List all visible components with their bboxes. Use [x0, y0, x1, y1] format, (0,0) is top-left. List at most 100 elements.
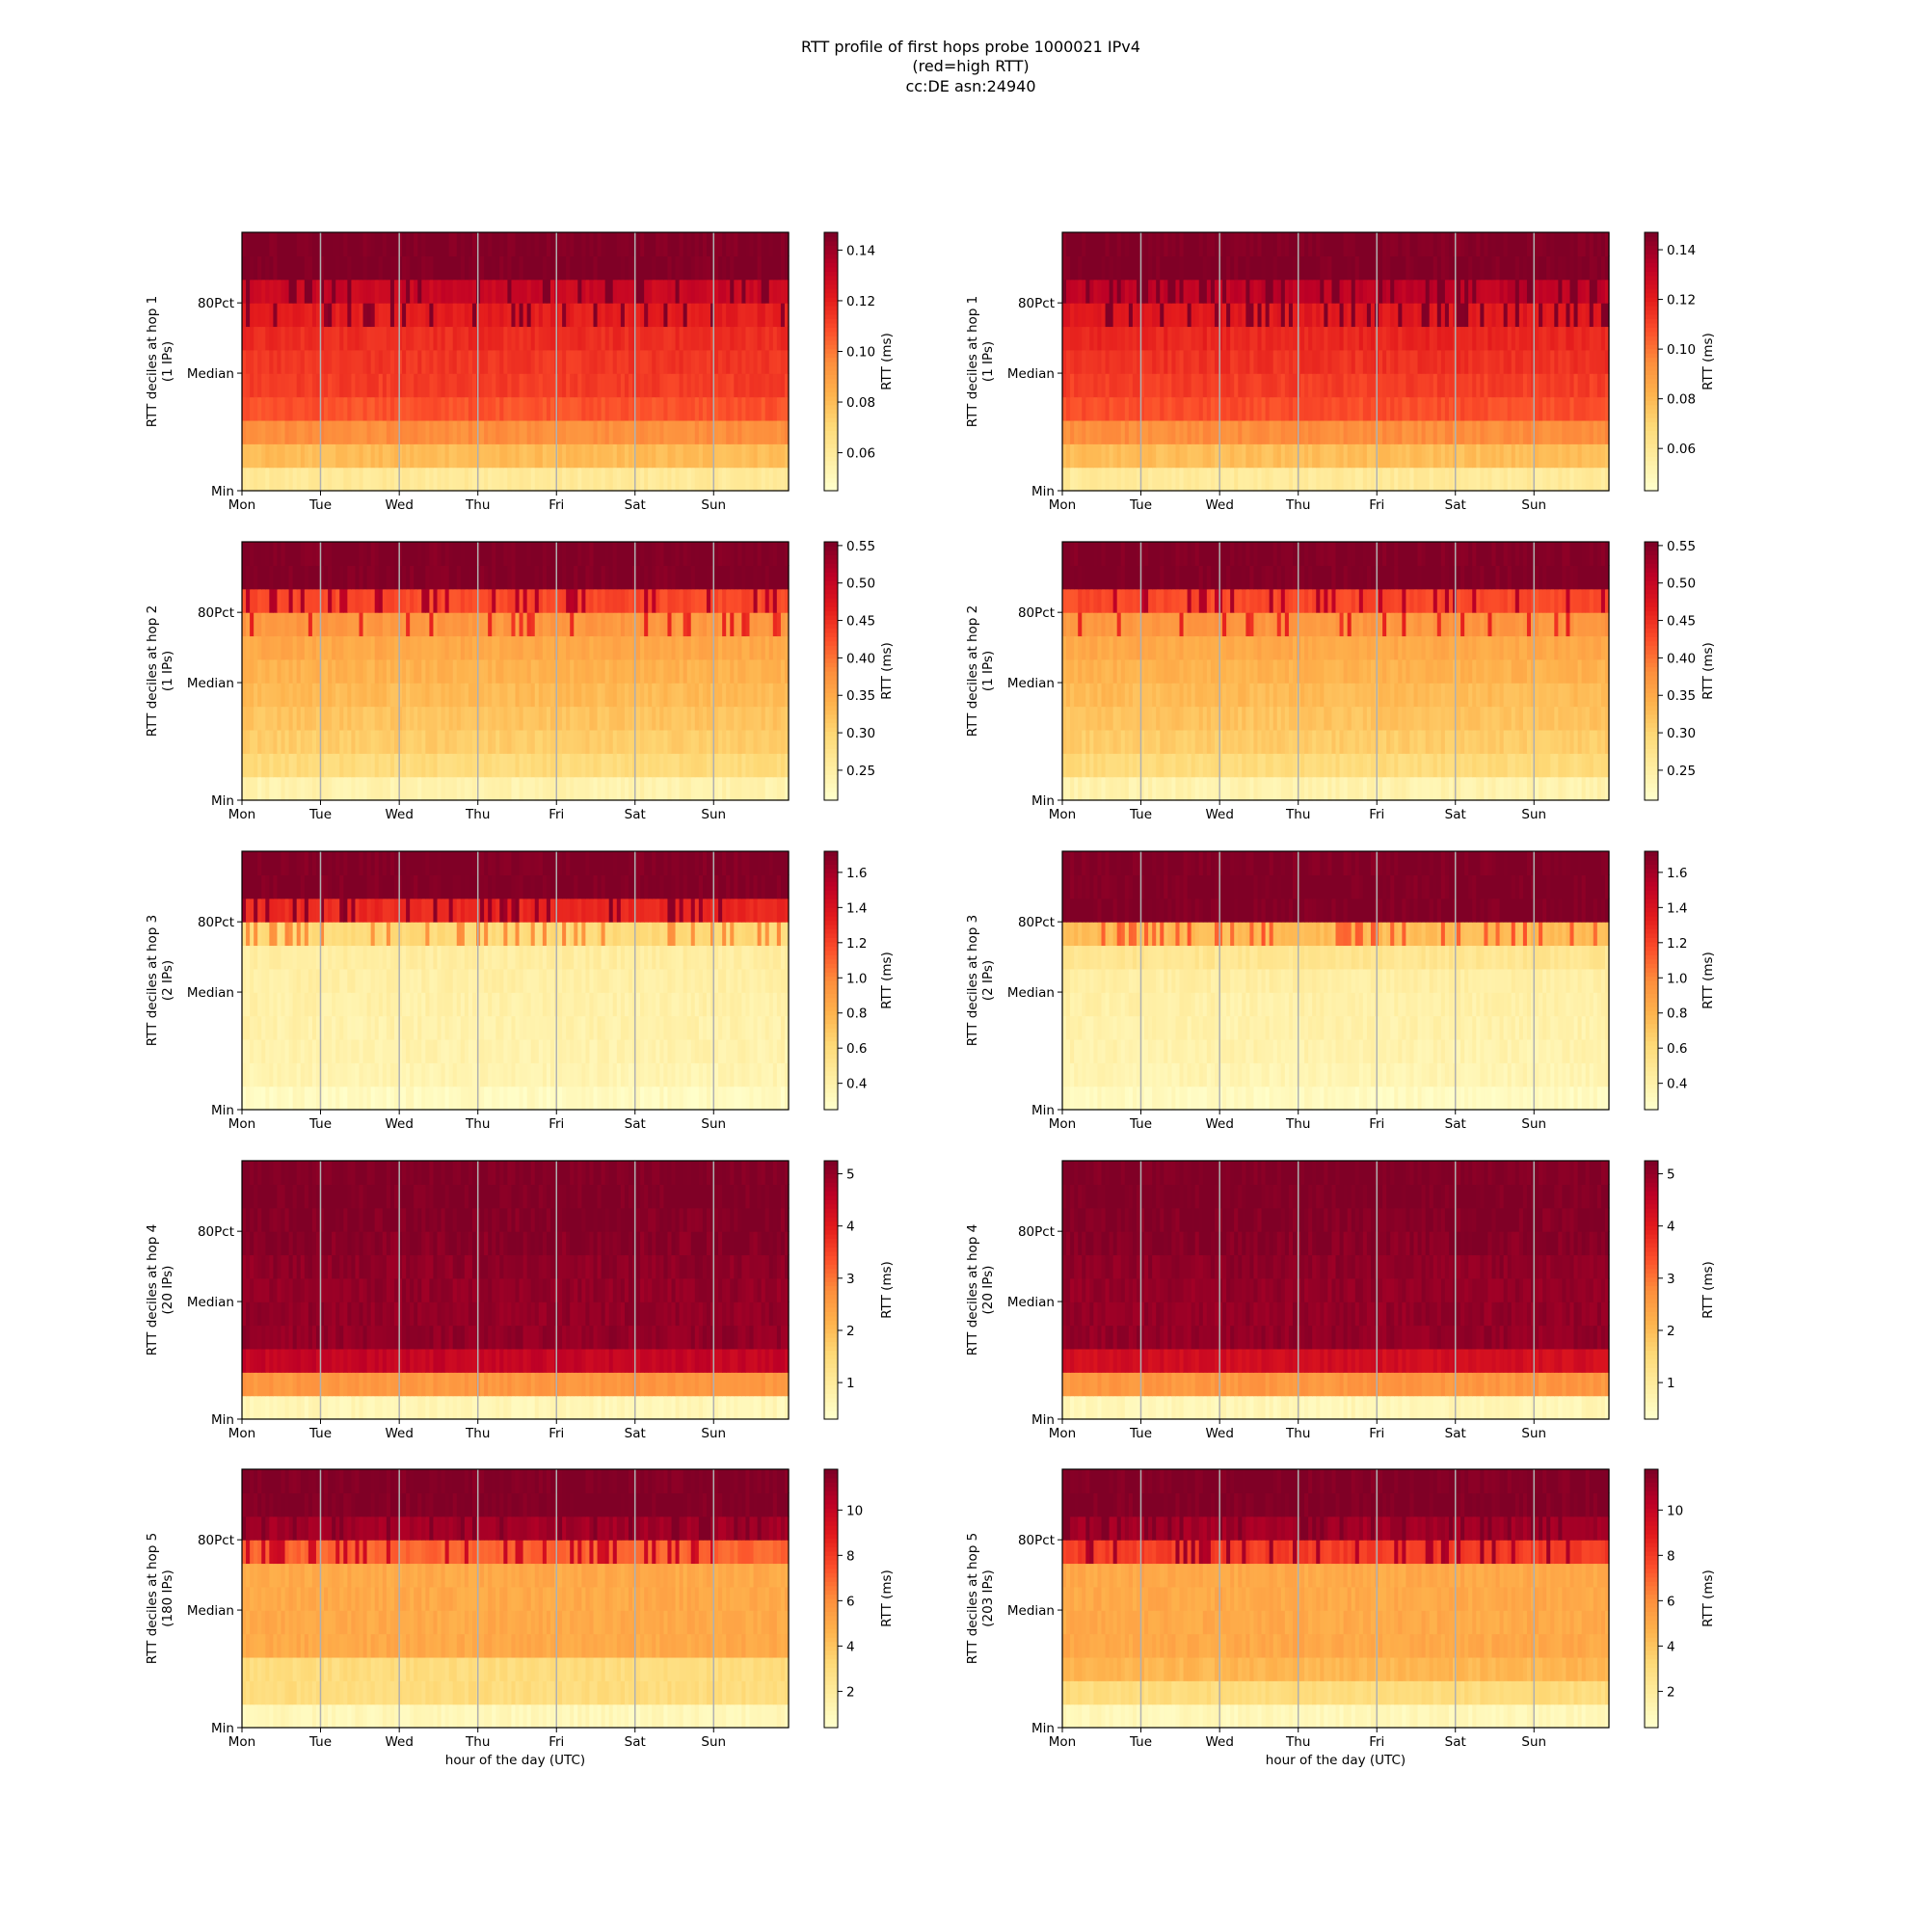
heatmap-cell	[1449, 373, 1454, 397]
heatmap-cell	[1195, 420, 1200, 444]
heatmap-cell	[293, 232, 298, 256]
heatmap-cell	[737, 303, 742, 327]
heatmap-cell	[1492, 232, 1497, 256]
heatmap-cell	[1430, 326, 1434, 350]
heatmap-cell	[629, 420, 633, 444]
heatmap-cell	[758, 350, 763, 374]
heatmap-cell	[1266, 468, 1271, 492]
heatmap-cell	[1414, 420, 1419, 444]
heatmap-cell	[1113, 443, 1118, 468]
heatmap-cell	[480, 420, 485, 444]
heatmap-cell	[367, 232, 372, 256]
heatmap-cell	[1171, 303, 1176, 327]
heatmap-cell	[1066, 280, 1071, 304]
heatmap-cell	[594, 468, 599, 492]
heatmap-cell	[297, 303, 302, 327]
heatmap-cell	[691, 280, 696, 304]
heatmap-cell	[1226, 255, 1231, 280]
heatmap-cell	[1324, 350, 1328, 374]
heatmap-cell	[527, 326, 532, 350]
heatmap-cell	[301, 326, 306, 350]
heatmap-cell	[1152, 468, 1157, 492]
heatmap-cell	[429, 326, 434, 350]
heatmap-cell	[659, 255, 664, 280]
heatmap-cell	[1164, 443, 1168, 468]
colorbar-step	[824, 309, 838, 314]
heatmap-cell	[1480, 326, 1485, 350]
heatmap-cell	[273, 303, 278, 327]
heatmap-cell	[277, 326, 281, 350]
heatmap-cell	[1300, 468, 1305, 492]
heatmap-cell	[617, 232, 622, 256]
heatmap-cell	[1402, 232, 1406, 256]
colorbar-step	[824, 254, 838, 258]
heatmap-cell	[1277, 420, 1282, 444]
heatmap-cell	[1539, 303, 1543, 327]
heatmap-cell	[343, 443, 348, 468]
heatmap-cell	[1476, 468, 1481, 492]
heatmap-cell	[1316, 303, 1321, 327]
heatmap-panel-2: MonTueWedThuFriSatSunMinMedian80PctRTT d…	[965, 232, 1716, 513]
heatmap-cell	[714, 326, 719, 350]
heatmap-cell	[499, 255, 504, 280]
heatmap-cell	[1586, 397, 1591, 421]
heatmap-cell	[1066, 303, 1071, 327]
heatmap-cell	[438, 350, 442, 374]
heatmap-cell	[1211, 373, 1216, 397]
heatmap-cell	[511, 326, 516, 350]
heatmap-cell	[1578, 303, 1583, 327]
heatmap-cell	[293, 350, 298, 374]
heatmap-cell	[667, 373, 672, 397]
heatmap-cell	[1167, 303, 1172, 327]
colorbar-label: RTT (ms)	[879, 333, 895, 390]
heatmap-cell	[520, 232, 524, 256]
heatmap-cell	[1586, 255, 1591, 280]
heatmap-cell	[1113, 468, 1118, 492]
heatmap-cell	[516, 303, 521, 327]
heatmap-cell	[1156, 232, 1161, 256]
heatmap-cell	[503, 303, 508, 327]
heatmap-cell	[484, 350, 489, 374]
heatmap-cell	[453, 350, 458, 374]
heatmap-cell	[277, 350, 281, 374]
heatmap-cell	[1430, 255, 1434, 280]
heatmap-cell	[1273, 232, 1278, 256]
heatmap-cell	[1336, 397, 1341, 421]
heatmap-cell	[1320, 420, 1325, 444]
heatmap-cell	[472, 232, 477, 256]
heatmap-cell	[429, 280, 434, 304]
heatmap-cell	[465, 232, 469, 256]
heatmap-cell	[445, 232, 450, 256]
heatmap-cell	[1312, 443, 1317, 468]
heatmap-cell	[1066, 468, 1071, 492]
heatmap-cell	[1121, 420, 1126, 444]
heatmap-cell	[1570, 303, 1575, 327]
heatmap-cell	[1523, 280, 1528, 304]
heatmap-cell	[1445, 468, 1450, 492]
heatmap-cell	[1363, 280, 1368, 304]
heatmap-cell	[617, 373, 622, 397]
heatmap-cell	[1152, 350, 1157, 374]
heatmap-cell	[1535, 420, 1540, 444]
heatmap-cell	[324, 443, 329, 468]
heatmap-cell	[511, 280, 516, 304]
heatmap-cell	[1593, 373, 1598, 397]
heatmap-cell	[383, 443, 388, 468]
heatmap-cell	[312, 468, 317, 492]
heatmap-cell	[360, 350, 364, 374]
heatmap-cell	[375, 255, 380, 280]
heatmap-cell	[465, 443, 469, 468]
heatmap-cell	[781, 232, 786, 256]
heatmap-cell	[1144, 373, 1149, 397]
heatmap-cell	[417, 373, 422, 397]
heatmap-cell	[1430, 443, 1434, 468]
colorbar-step	[824, 358, 838, 362]
heatmap-cell	[1582, 420, 1587, 444]
heatmap-cell	[570, 397, 575, 421]
heatmap-cell	[1085, 350, 1090, 374]
heatmap-cell	[1106, 303, 1111, 327]
heatmap-cell	[507, 443, 512, 468]
heatmap-cell	[1230, 303, 1235, 327]
heatmap-cell	[1460, 420, 1465, 444]
heatmap-cell	[457, 303, 462, 327]
